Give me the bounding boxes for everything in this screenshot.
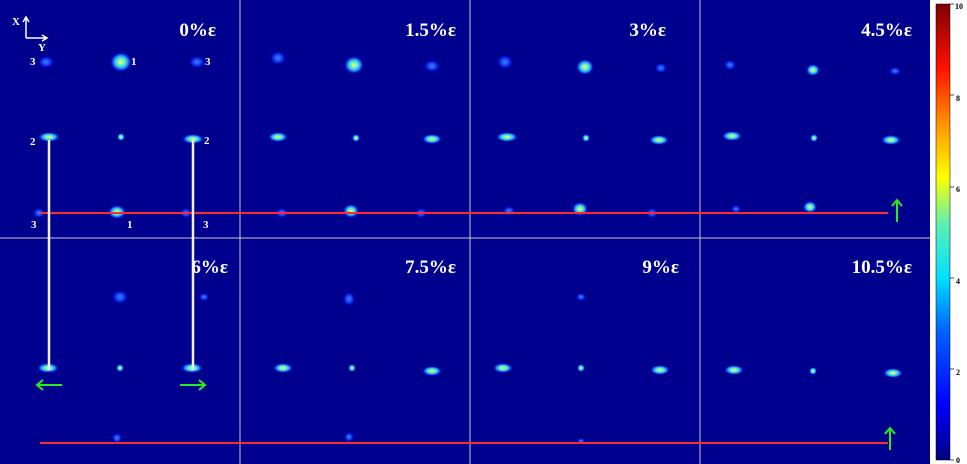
diffraction-spot — [112, 433, 122, 443]
panel-label-1: 1.5%ε — [405, 20, 456, 41]
spot-label: 2 — [204, 135, 210, 147]
diffraction-spots — [33, 51, 903, 444]
diffraction-spot — [343, 204, 359, 218]
diffraction-spot — [268, 132, 288, 142]
diffraction-spot — [273, 363, 293, 373]
colorbar-tick-label: 8 — [956, 94, 960, 103]
arrows — [35, 198, 903, 450]
diffraction-spot — [577, 364, 585, 372]
diffraction-spot — [810, 134, 818, 142]
diffraction-spot — [182, 134, 204, 144]
colorbar-tick-label: 4 — [956, 277, 960, 286]
diffraction-spot — [493, 363, 513, 373]
colorbar-tick-label: 2 — [956, 368, 960, 377]
diffraction-spot — [881, 135, 901, 145]
spot-label: 3 — [205, 56, 211, 68]
diffraction-spot — [731, 205, 741, 213]
axis-label-y: Y — [38, 42, 46, 54]
diffraction-spot — [189, 56, 205, 68]
panel-grid — [0, 0, 930, 464]
diffraction-spot — [724, 365, 744, 375]
spot-label: 3 — [203, 219, 209, 231]
diffraction-spot — [722, 131, 742, 141]
panel-label-7: 10.5%ε — [852, 257, 912, 278]
colorbar-scale — [935, 3, 951, 461]
spot-label: 1 — [131, 56, 137, 68]
diffraction-spot — [112, 290, 128, 304]
diffraction-spot — [33, 208, 45, 218]
spot-labels: 3 1 3 2 2 3 1 3 — [30, 56, 211, 231]
colorbar-tick-label: 0 — [956, 456, 960, 464]
diffraction-spot — [649, 135, 669, 145]
arrow-right-icon — [180, 379, 207, 391]
axis-indicator — [22, 15, 49, 42]
spot-label: 1 — [127, 219, 133, 231]
diffraction-spot — [724, 60, 736, 70]
colorbar: 10 8 6 4 2 0 — [935, 2, 963, 464]
diffraction-spot — [199, 293, 209, 301]
diffraction-spot — [497, 55, 513, 69]
arrow-up-icon-bottom — [884, 426, 896, 450]
marker-lines — [47, 140, 195, 370]
plot-background — [0, 0, 930, 464]
diffraction-spot — [117, 133, 125, 141]
diffraction-spot — [803, 201, 817, 213]
panel-label-6: 9%ε — [642, 257, 679, 278]
diffraction-spot — [503, 206, 515, 216]
diffraction-spot — [496, 132, 518, 142]
reference-lines — [40, 212, 888, 444]
diffraction-spot — [422, 366, 442, 376]
diffraction-spot — [352, 134, 360, 142]
panel-label-4: 6%ε — [191, 257, 228, 278]
diffraction-spot — [424, 60, 440, 72]
diffraction-spot — [343, 292, 355, 306]
diffraction-spot — [344, 432, 354, 442]
panel-label-5: 7.5%ε — [405, 257, 456, 278]
panel-label-3: 4.5%ε — [861, 20, 912, 41]
panel-label-0: 0%ε — [179, 20, 216, 41]
diffraction-spot — [576, 59, 594, 75]
diffraction-spot — [116, 364, 124, 372]
spot-label: 3 — [31, 219, 37, 231]
spot-label: 3 — [30, 56, 36, 68]
arrow-left-icon — [35, 379, 62, 391]
axis-label-x: X — [12, 16, 20, 28]
diffraction-spot — [809, 367, 817, 375]
panel-labels: 0%ε 1.5%ε 3%ε 4.5%ε 6%ε 7.5%ε 9%ε 10.5%ε — [179, 20, 912, 278]
diffraction-spot — [650, 365, 670, 375]
diffraction-spot — [348, 364, 356, 372]
diffraction-spot — [655, 63, 667, 73]
diffraction-spot — [883, 368, 903, 378]
diffraction-spot — [344, 56, 364, 74]
diffraction-spot — [582, 134, 590, 142]
diffraction-spot — [422, 134, 442, 144]
diffraction-spot — [38, 56, 54, 68]
colorbar-tick-label: 10 — [955, 2, 963, 11]
diffraction-spot — [889, 67, 901, 75]
arrow-up-icon-top — [891, 198, 903, 222]
diffraction-spot — [110, 52, 132, 72]
spot-label: 2 — [30, 136, 36, 148]
diffraction-spot — [38, 132, 60, 142]
diffraction-spot — [270, 51, 286, 65]
colorbar-tick-label: 6 — [956, 185, 960, 194]
diffraction-spot — [806, 64, 820, 76]
diffraction-spot — [576, 293, 586, 301]
panel-label-2: 3%ε — [629, 20, 666, 41]
